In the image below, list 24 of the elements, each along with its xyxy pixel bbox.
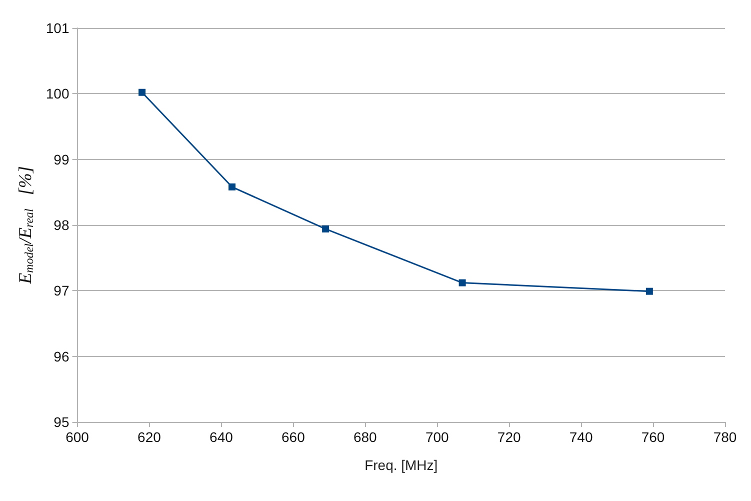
y-tick-label: 101 [46,20,70,36]
x-tick-label: 640 [210,429,234,445]
y-tick-label: 100 [46,86,70,102]
x-axis-title: Freq. [MHz] [364,457,438,473]
x-tick-label: 780 [713,429,737,445]
x-tick-label: 600 [66,429,90,445]
y-axis-title: Emodel/Ereal [%] [15,166,36,285]
point [228,183,236,190]
x-tick-label: 680 [353,429,378,445]
y-tick-label: 99 [54,151,70,168]
y-tick-label: 98 [54,217,70,233]
y-tick-label: 97 [54,282,70,299]
y-tick-label: 96 [54,348,70,364]
x-tick-label: 720 [497,429,521,445]
x-tick-label: 700 [425,429,450,445]
x-tick-label: 760 [641,429,665,445]
x-tick-label: 660 [281,429,306,445]
x-tick-label: 620 [138,429,162,445]
x-tick-label: 740 [569,429,593,445]
point [646,288,653,295]
point [138,88,146,96]
y-tick-label: 95 [54,414,70,430]
point [458,279,466,286]
point [322,225,330,232]
